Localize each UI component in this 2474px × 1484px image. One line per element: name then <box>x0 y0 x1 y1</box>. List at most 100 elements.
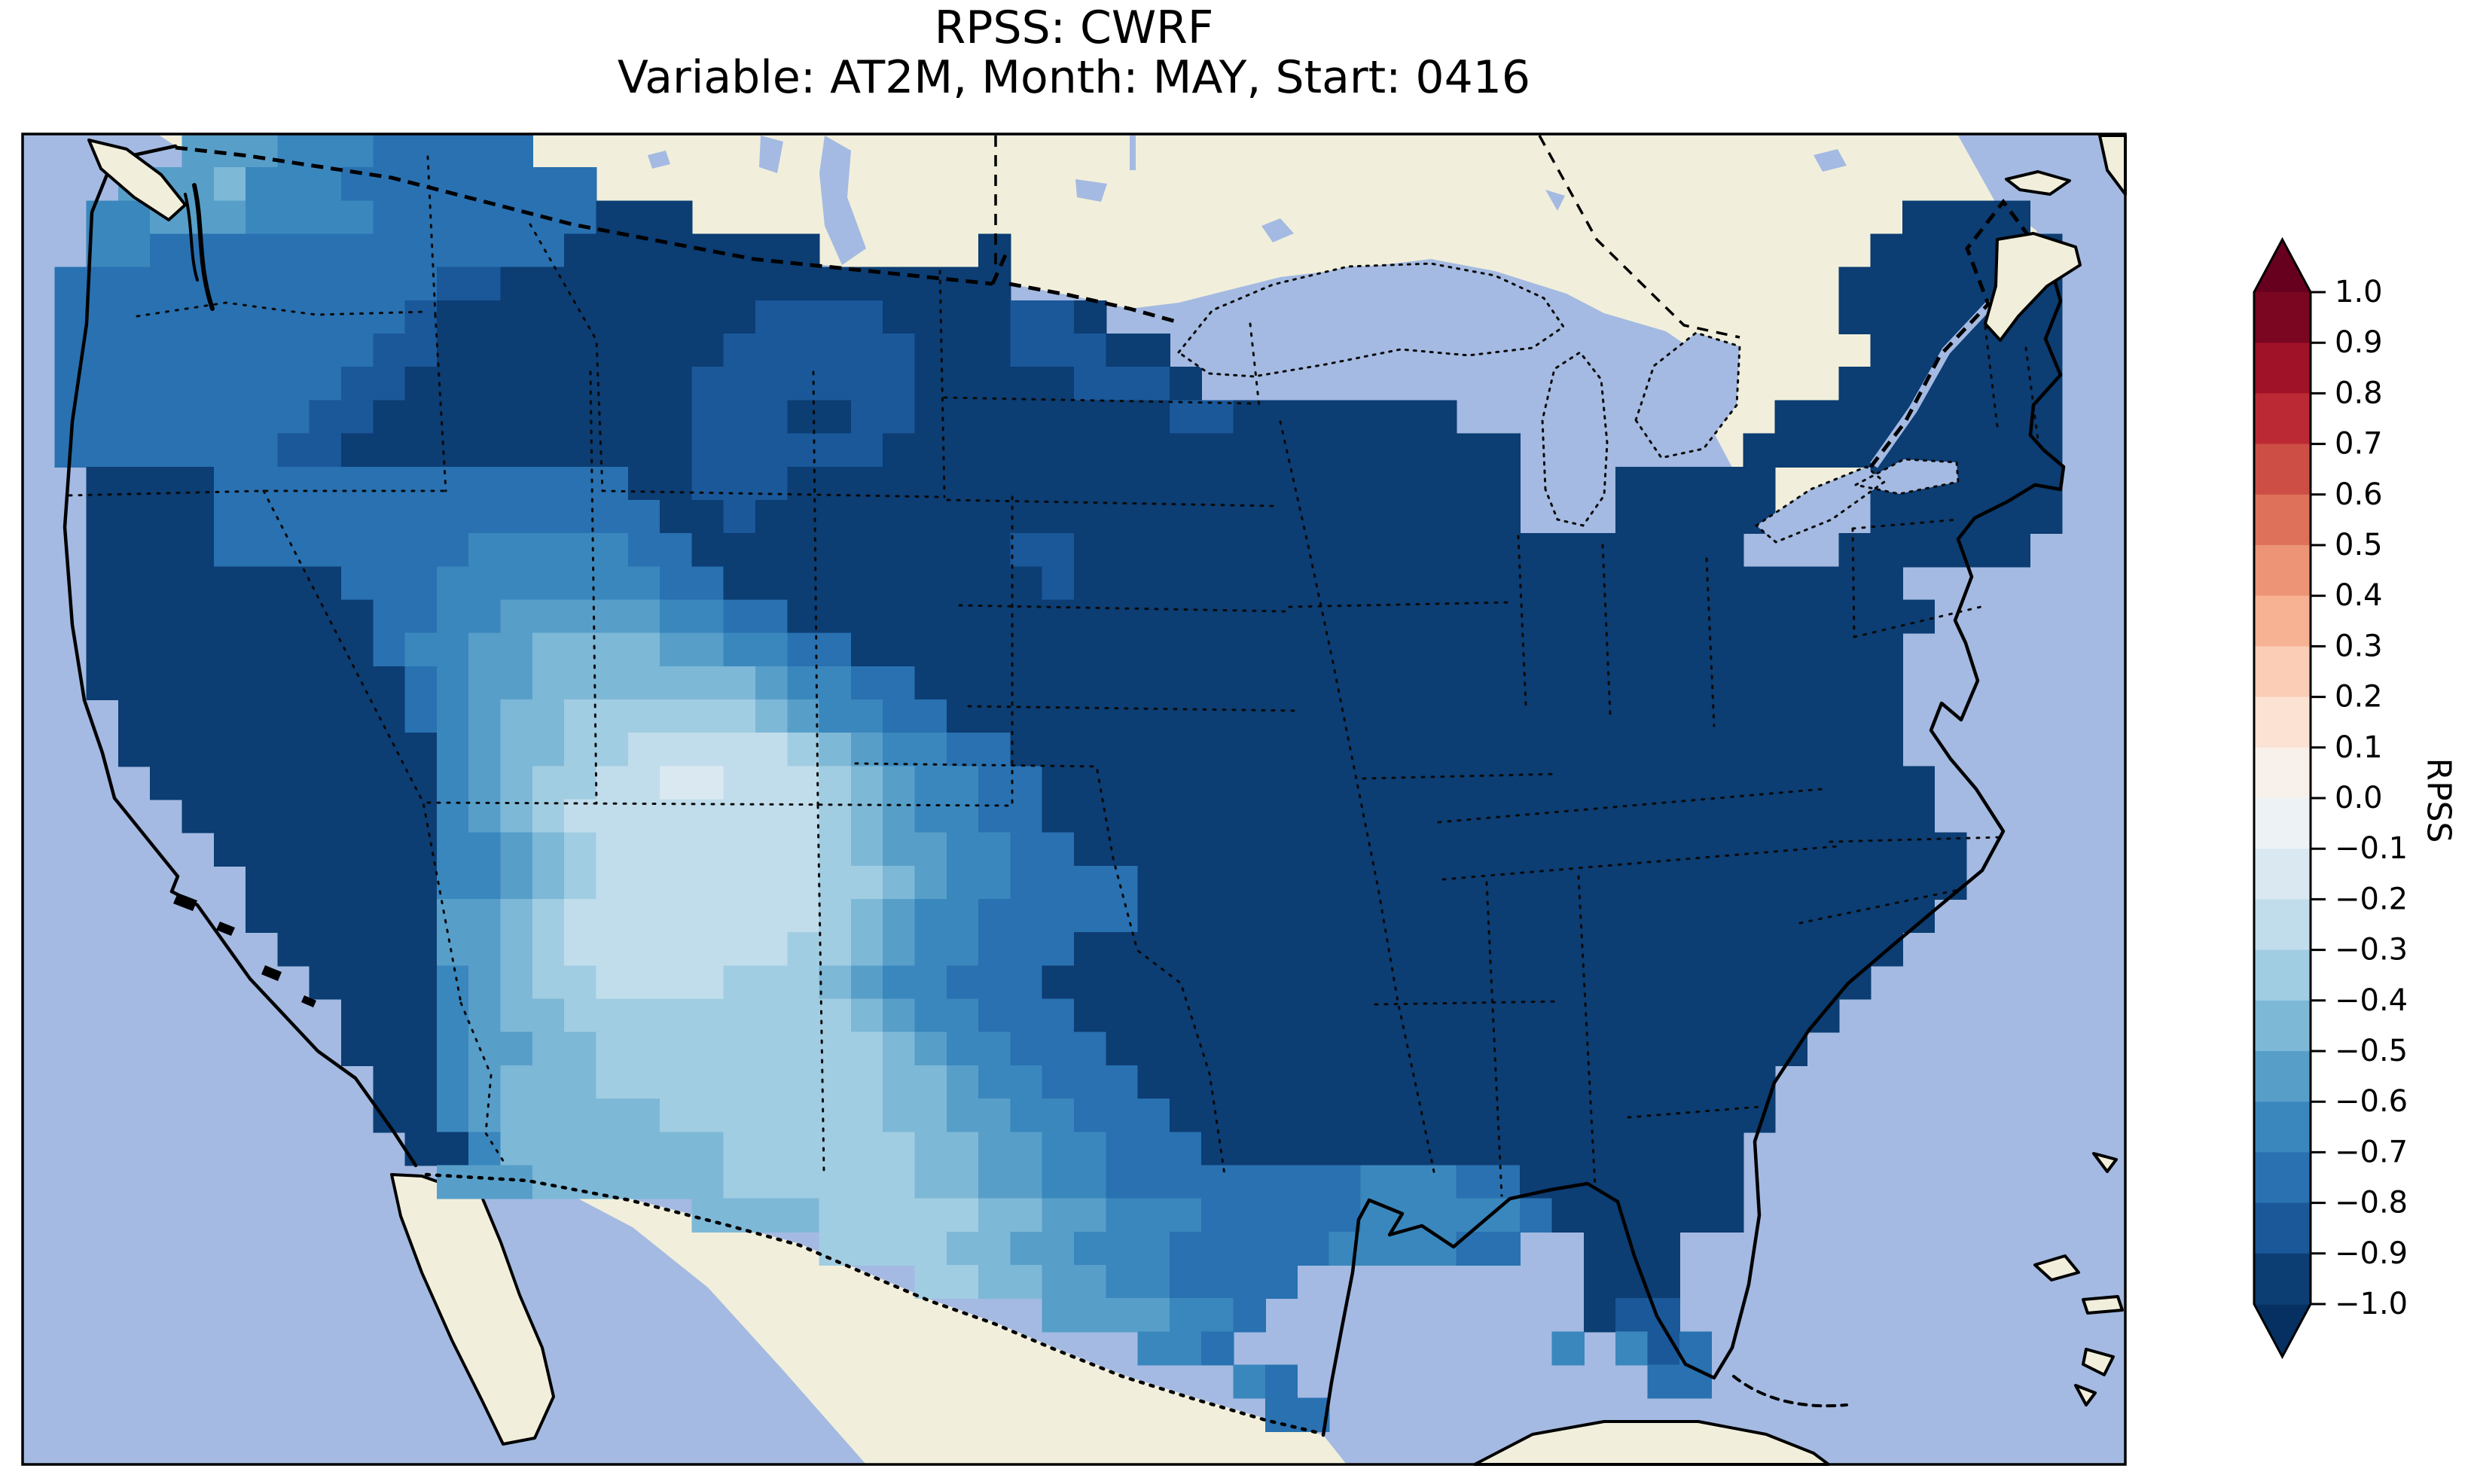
raster-cell <box>1297 965 1330 1000</box>
raster-cell <box>532 699 566 734</box>
raster-cell <box>1456 566 1489 601</box>
raster-cell <box>1520 533 1553 568</box>
raster-cell <box>500 499 533 535</box>
raster-cell <box>627 1165 661 1199</box>
raster-cell <box>1106 666 1139 700</box>
raster-cell <box>1966 233 1999 268</box>
raster-cell <box>1838 300 1872 335</box>
raster-cell <box>564 832 597 867</box>
raster-cell <box>787 1065 820 1100</box>
raster-cell <box>723 932 756 967</box>
raster-cell <box>1615 832 1649 867</box>
raster-cell <box>946 1065 980 1100</box>
raster-cell <box>1679 899 1713 934</box>
chart-title-block: RPSS: CWRF Variable: AT2M, Month: MAY, S… <box>23 3 2125 102</box>
raster-cell <box>755 1065 789 1100</box>
raster-cell <box>1870 766 1903 800</box>
raster-cell <box>373 666 406 700</box>
raster-cell <box>660 599 693 634</box>
raster-cell <box>436 998 470 1033</box>
raster-cell <box>850 1132 884 1166</box>
raster-cell <box>1169 1231 1203 1266</box>
raster-cell <box>755 998 789 1033</box>
raster-cell <box>1264 965 1298 1000</box>
raster-cell <box>1456 998 1489 1033</box>
raster-cell <box>1647 865 1680 900</box>
raster-cell <box>787 932 820 967</box>
raster-cell <box>436 466 470 501</box>
raster-cell <box>182 599 215 634</box>
raster-cell <box>1106 367 1139 401</box>
raster-cell <box>1010 899 1043 934</box>
raster-cell <box>468 599 502 634</box>
raster-cell <box>182 300 215 335</box>
raster-cell <box>117 733 151 767</box>
raster-cell <box>1264 1031 1298 1066</box>
raster-cell <box>532 167 566 202</box>
raster-cell <box>1010 832 1043 867</box>
raster-cell <box>1902 766 1936 800</box>
raster-cell <box>1297 865 1330 900</box>
raster-cell <box>1264 1198 1298 1233</box>
raster-cell <box>54 367 87 401</box>
raster-cell <box>436 1165 470 1199</box>
raster-cell <box>1679 1132 1713 1166</box>
raster-cell <box>500 400 533 434</box>
raster-cell <box>1010 499 1043 535</box>
raster-cell <box>691 566 725 601</box>
raster-cell <box>627 1031 661 1066</box>
raster-cell <box>660 1132 693 1166</box>
raster-cell <box>660 499 693 535</box>
raster-cell <box>1297 899 1330 934</box>
raster-cell <box>627 566 661 601</box>
raster-cell <box>1297 1099 1330 1133</box>
raster-cell <box>532 400 566 434</box>
raster-cell <box>2030 499 2063 535</box>
raster-cell <box>627 533 661 568</box>
raster-cell <box>627 965 661 1000</box>
raster-cell <box>660 965 693 1000</box>
raster-cell <box>1774 932 1807 967</box>
colorbar-tick-label: −0.7 <box>2335 1135 2408 1169</box>
raster-cell <box>1743 599 1776 634</box>
raster-cell <box>1393 899 1426 934</box>
raster-cell <box>819 1099 852 1133</box>
raster-cell <box>660 632 693 667</box>
raster-cell <box>1201 1298 1234 1333</box>
raster-cell <box>182 632 215 667</box>
raster-cell <box>1329 1065 1362 1100</box>
raster-cell <box>1679 932 1713 967</box>
raster-cell <box>1487 566 1521 601</box>
raster-cell <box>373 932 406 967</box>
colorbar-tick-label: 0.9 <box>2335 325 2383 360</box>
raster-cell <box>1774 433 1807 468</box>
raster-cell <box>1807 766 1840 800</box>
raster-cell <box>883 267 916 301</box>
raster-cell <box>946 1231 980 1266</box>
colorbar-tick-label: −0.5 <box>2335 1034 2408 1068</box>
raster-cell <box>1329 1031 1362 1066</box>
raster-cell <box>1137 766 1170 800</box>
raster-cell <box>404 433 438 468</box>
raster-cell <box>883 367 916 401</box>
raster-cell <box>723 632 756 667</box>
raster-cell <box>1870 599 1903 634</box>
raster-cell <box>532 1099 566 1133</box>
raster-cell <box>978 1198 1011 1233</box>
raster-cell <box>1424 1165 1457 1199</box>
raster-cell <box>1456 1099 1489 1133</box>
raster-cell <box>1807 965 1840 1000</box>
raster-cell <box>404 666 438 700</box>
raster-cell <box>564 799 597 833</box>
raster-cell <box>500 1132 533 1166</box>
raster-cell <box>1393 1165 1426 1199</box>
raster-cell <box>1233 400 1266 434</box>
raster-cell <box>468 400 502 434</box>
raster-cell <box>1487 832 1521 867</box>
raster-cell <box>1264 1099 1298 1133</box>
raster-cell <box>946 367 980 401</box>
raster-cell <box>1487 766 1521 800</box>
raster-cell <box>1743 433 1776 468</box>
raster-cell <box>1583 1231 1617 1266</box>
raster-cell <box>850 1198 884 1233</box>
